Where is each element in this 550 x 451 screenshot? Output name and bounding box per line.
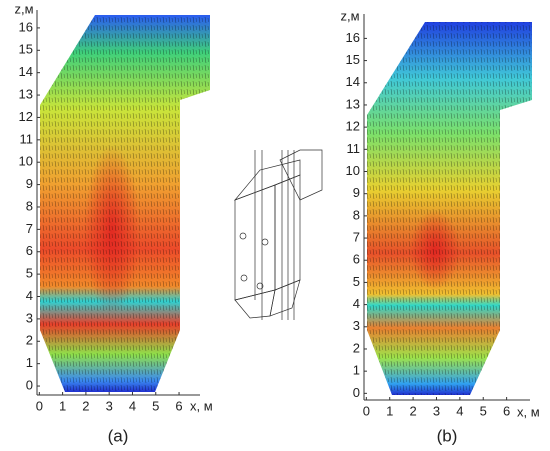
caption: (b)	[437, 426, 458, 445]
y-tick-label: 11	[20, 131, 34, 146]
y-tick-label: 10	[19, 154, 33, 169]
x-tick-label: 0	[36, 398, 43, 413]
y-tick-label: 8	[26, 198, 33, 213]
y-tick-label: 9	[26, 176, 33, 191]
y-tick-label: 3	[26, 310, 33, 325]
y-axis-label: z,м	[14, 1, 33, 16]
y-axis-label: z,м	[340, 8, 359, 23]
y-tick-label: 9	[353, 185, 360, 200]
y-tick-label: 7	[26, 221, 33, 236]
y-tick-label: 4	[26, 288, 33, 303]
y-tick-label: 13	[346, 96, 360, 111]
y-tick-label: 0	[353, 385, 360, 400]
x-tick-label: 0	[363, 403, 370, 418]
x-tick-label: 4	[456, 403, 463, 418]
y-tick-label: 6	[353, 252, 360, 267]
caption: (a)	[108, 426, 129, 445]
x-tick-label: 6	[175, 398, 182, 413]
boiler-sketch	[233, 149, 323, 320]
y-tick-label: 15	[19, 42, 33, 57]
y-tick-label: 8	[353, 207, 360, 222]
x-tick-label: 1	[386, 403, 393, 418]
y-tick-label: 11	[347, 141, 361, 156]
y-tick-label: 4	[353, 296, 360, 311]
y-tick-label: 10	[346, 163, 360, 178]
y-tick-label: 15	[346, 52, 360, 67]
field-b	[367, 22, 532, 395]
x-tick-label: 5	[480, 403, 487, 418]
x-tick-label: 2	[82, 398, 89, 413]
y-tick-label: 12	[19, 109, 33, 124]
x-tick-label: 5	[152, 398, 159, 413]
y-tick-label: 13	[19, 86, 33, 101]
x-tick-label: 1	[59, 398, 66, 413]
y-tick-label: 2	[353, 340, 360, 355]
field-a	[40, 15, 210, 392]
y-tick-label: 5	[353, 274, 360, 289]
x-tick-label: 4	[129, 398, 136, 413]
y-tick-label: 7	[353, 229, 360, 244]
y-tick-label: 1	[353, 363, 360, 378]
y-tick-label: 12	[346, 119, 360, 134]
x-tick-label: 6	[503, 403, 510, 418]
y-tick-label: 14	[19, 64, 33, 79]
y-tick-label: 5	[26, 266, 33, 281]
x-axis-label: x, м	[517, 404, 540, 419]
x-tick-label: 2	[409, 403, 416, 418]
x-tick-label: 3	[433, 403, 440, 418]
y-tick-label: 2	[26, 333, 33, 348]
y-tick-label: 16	[346, 30, 360, 45]
y-tick-label: 1	[26, 355, 33, 370]
x-axis-label: x, м	[190, 398, 213, 413]
y-tick-label: 14	[346, 74, 360, 89]
y-tick-label: 16	[19, 19, 33, 34]
x-tick-label: 3	[106, 398, 113, 413]
y-tick-label: 0	[26, 377, 33, 392]
y-tick-label: 3	[353, 318, 360, 333]
y-tick-label: 6	[26, 243, 33, 258]
